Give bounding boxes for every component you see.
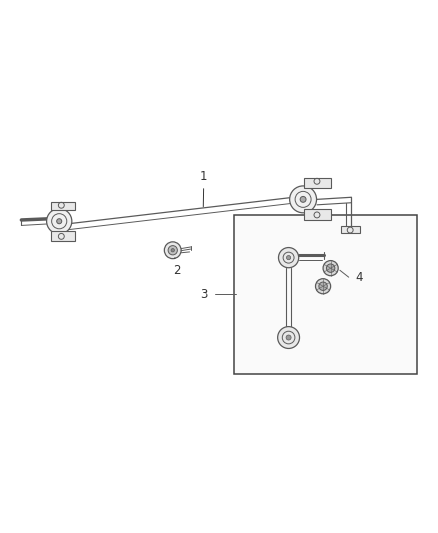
Circle shape [286, 335, 291, 340]
Circle shape [319, 282, 327, 290]
Text: 2: 2 [173, 258, 181, 277]
Circle shape [278, 327, 300, 349]
Circle shape [286, 255, 291, 260]
Circle shape [57, 219, 62, 224]
Circle shape [171, 248, 174, 252]
Text: 4: 4 [356, 271, 363, 284]
Circle shape [164, 242, 181, 259]
Polygon shape [304, 177, 331, 188]
Text: 1: 1 [200, 170, 208, 207]
Polygon shape [341, 226, 360, 233]
Bar [234, 214, 417, 374]
Polygon shape [304, 208, 331, 220]
Circle shape [323, 261, 338, 276]
Circle shape [279, 247, 299, 268]
Text: 3: 3 [201, 288, 208, 301]
Polygon shape [51, 231, 75, 240]
Circle shape [290, 186, 317, 213]
Circle shape [46, 208, 72, 234]
Circle shape [326, 264, 335, 272]
Circle shape [300, 197, 306, 203]
Circle shape [168, 246, 177, 255]
Polygon shape [51, 202, 75, 211]
Circle shape [315, 279, 331, 294]
